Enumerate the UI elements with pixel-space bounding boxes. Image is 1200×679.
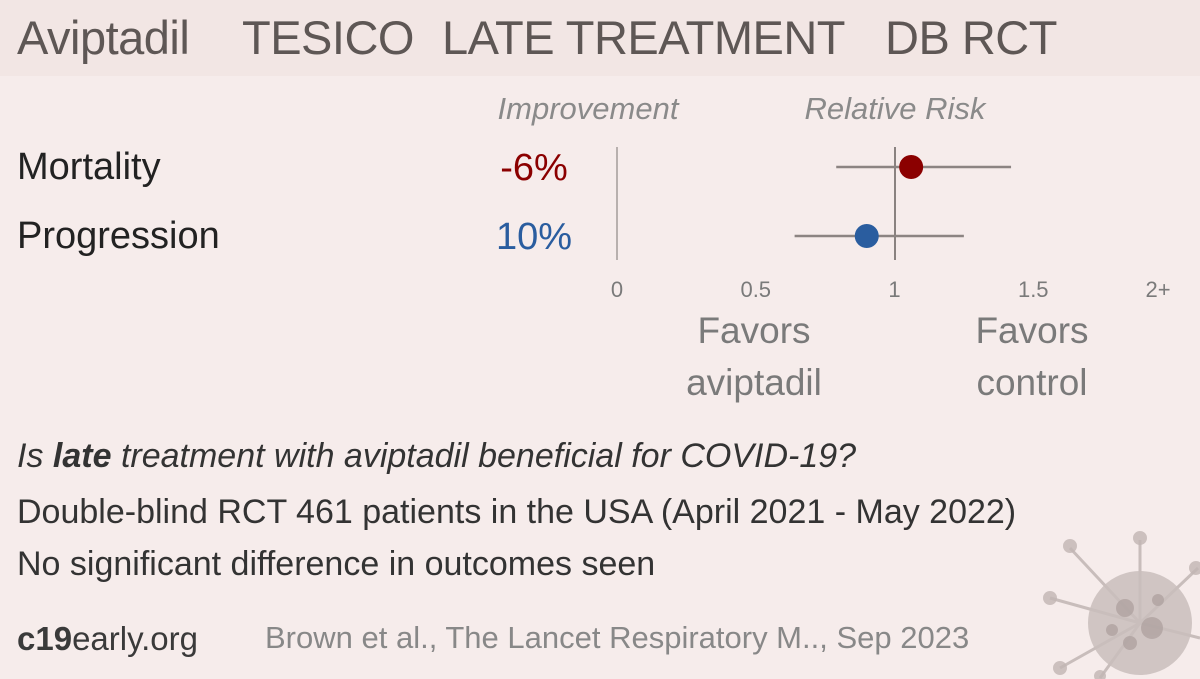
column-header-improvement: Improvement bbox=[498, 91, 680, 126]
effect-point bbox=[899, 155, 924, 179]
favors-left-line2: aviptadil bbox=[686, 362, 822, 403]
forest-plot: Improvement Relative Risk Mortality -6% Pr… bbox=[17, 91, 1171, 403]
virus-icon bbox=[1043, 531, 1200, 679]
favors-left-line1: Favors bbox=[697, 310, 810, 351]
improvement-value: 10% bbox=[496, 216, 572, 258]
title-stage: LATE TREATMENT bbox=[442, 11, 846, 64]
x-tick-label: 1 bbox=[888, 277, 900, 302]
column-header-relative-risk: Relative Risk bbox=[805, 91, 987, 126]
favors-right-line2: control bbox=[976, 362, 1087, 403]
improvement-value: -6% bbox=[500, 147, 568, 189]
effect-point bbox=[854, 224, 879, 248]
citation-text: Brown et al., The Lancet Respiratory M..… bbox=[265, 620, 970, 655]
brand-rest: early.org bbox=[72, 620, 199, 657]
x-tick-label: 2+ bbox=[1145, 277, 1170, 302]
title-bar: Aviptadil TESICO LATE TREATMENT DB RCT bbox=[0, 0, 1200, 76]
title-drug: Aviptadil bbox=[17, 11, 190, 64]
x-tick-label: 0.5 bbox=[740, 277, 771, 302]
outcome-label: Progression bbox=[17, 215, 220, 257]
favors-right-line1: Favors bbox=[975, 310, 1088, 351]
question-text: Is late treatment with aviptadil benefic… bbox=[17, 437, 856, 476]
x-tick-label: 1.5 bbox=[1018, 277, 1049, 302]
x-tick-label: 0 bbox=[611, 277, 623, 302]
question-prefix: Is bbox=[17, 437, 53, 475]
title-design: DB RCT bbox=[885, 11, 1057, 64]
result-line: No significant difference in outcomes se… bbox=[17, 545, 656, 583]
question-suffix: treatment with aviptadil beneficial for … bbox=[111, 437, 857, 475]
design-line: Double-blind RCT 461 patients in the USA… bbox=[17, 493, 1017, 531]
title-trial: TESICO bbox=[242, 11, 414, 64]
question-bold: late bbox=[52, 437, 112, 475]
brand-link[interactable]: c19early.org bbox=[17, 620, 198, 658]
outcome-label: Mortality bbox=[17, 146, 161, 188]
brand-bold: c19 bbox=[17, 620, 73, 657]
